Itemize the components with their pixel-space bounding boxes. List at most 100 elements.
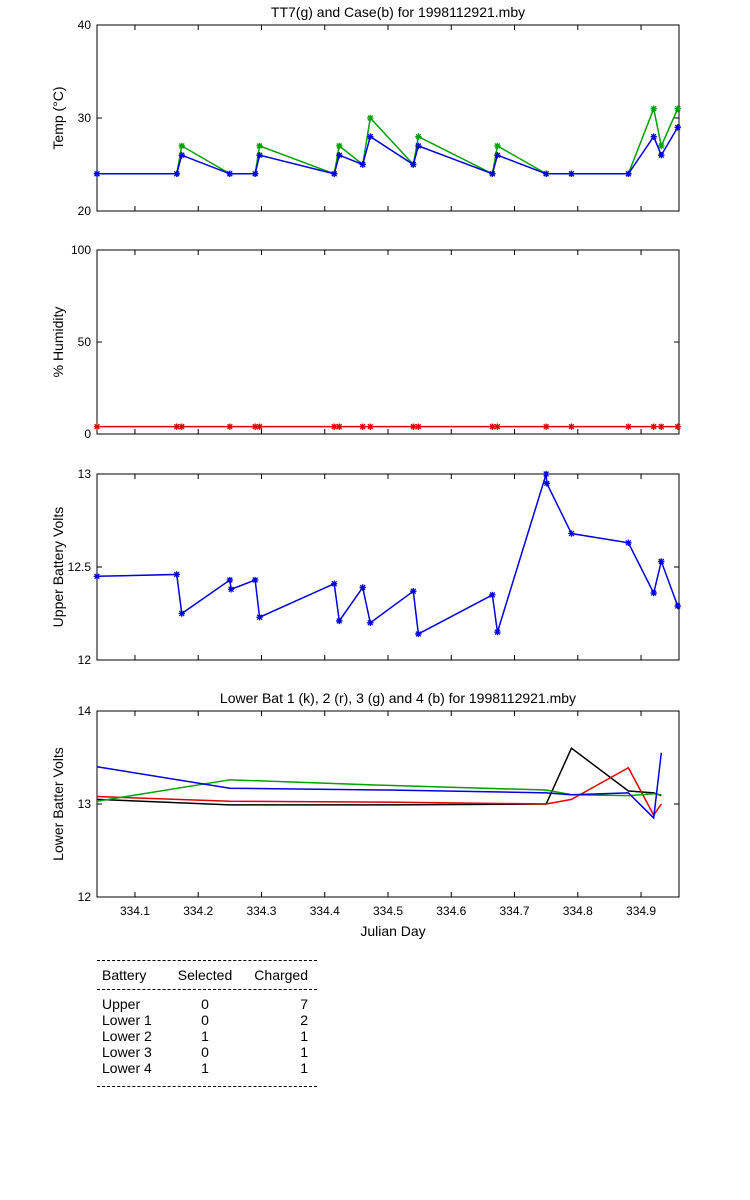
series-line <box>96 747 662 806</box>
x-tick-label: 334.5 <box>373 904 403 918</box>
y-tick-label: 50 <box>78 335 92 349</box>
data-point <box>625 539 632 547</box>
data-point <box>226 423 234 430</box>
data-point <box>658 558 665 565</box>
table-row: Upper 0 7 <box>97 996 317 1012</box>
y-tick-label: 0 <box>84 427 91 441</box>
x-tick-label: 334.1 <box>120 904 150 918</box>
cell-selected: 0 <box>201 996 209 1012</box>
cell-charged: 1 <box>300 1060 308 1076</box>
cell-battery: Lower 3 <box>102 1044 152 1060</box>
series-line <box>97 106 679 175</box>
data-point <box>674 105 681 112</box>
data-point <box>336 617 343 625</box>
data-point <box>256 142 263 150</box>
x-tick-label: 334.8 <box>563 904 593 918</box>
data-point <box>494 423 501 430</box>
series-lower-2 <box>96 766 662 817</box>
data-point <box>367 133 374 140</box>
series-line <box>96 752 663 820</box>
data-point <box>331 580 338 587</box>
data-point <box>173 423 180 430</box>
y-axis-label: Lower Batter Volts <box>50 747 66 861</box>
data-point <box>226 576 234 584</box>
data-point <box>568 423 575 430</box>
panel-upper: 12 12.5 13 Upper Battery Volts <box>50 467 681 667</box>
y-tick-label: 12 <box>78 653 92 667</box>
table-header-row: Battery Selected Charged <box>97 961 317 989</box>
data-point <box>93 423 101 430</box>
header-selected: Selected <box>177 967 233 983</box>
y-axis-label: % Humidity <box>50 307 66 378</box>
x-tick-label: 334.3 <box>246 904 276 918</box>
x-tick-label: 334.2 <box>183 904 213 918</box>
table-bottom-rule <box>97 1086 317 1087</box>
data-point <box>494 142 501 150</box>
cell-battery: Lower 4 <box>102 1060 152 1076</box>
y-tick-label: 13 <box>78 797 92 811</box>
data-point <box>256 423 263 430</box>
plot-frame <box>96 473 680 661</box>
data-point <box>674 124 681 131</box>
data-point <box>331 170 338 177</box>
plot-frame <box>96 710 680 898</box>
data-point <box>674 602 681 610</box>
data-point <box>178 610 185 617</box>
data-point <box>415 630 422 638</box>
data-point <box>543 480 550 487</box>
table-header-rule <box>97 989 317 990</box>
data-point <box>658 423 665 430</box>
data-point <box>494 628 501 636</box>
x-axis-label: Julian Day <box>360 923 425 939</box>
data-point <box>178 423 185 430</box>
data-point <box>251 170 259 177</box>
y-axis-label: Temp (°C) <box>50 86 66 149</box>
chart-title: TT7(g) and Case(b) for 1998112921.mby <box>271 4 525 20</box>
cell-selected: 1 <box>201 1028 209 1044</box>
series-tt7 <box>93 105 681 177</box>
battery-table: Battery Selected Charged Upper 0 7 Lower… <box>97 960 317 1087</box>
data-point <box>415 133 422 140</box>
cell-charged: 1 <box>300 1044 308 1060</box>
data-point <box>178 142 185 150</box>
y-tick-label: 100 <box>71 243 91 257</box>
data-point <box>650 133 657 140</box>
series-humidity <box>93 423 681 430</box>
data-point <box>359 584 366 591</box>
y-tick-label: 30 <box>78 111 92 125</box>
data-point <box>494 152 501 159</box>
data-point <box>359 423 366 430</box>
series-line <box>96 766 662 817</box>
data-point <box>367 619 374 626</box>
data-point <box>568 530 575 537</box>
cell-selected: 0 <box>201 1012 209 1028</box>
data-point <box>336 142 343 150</box>
series-line <box>97 126 679 175</box>
data-point <box>568 170 575 177</box>
cell-battery: Lower 2 <box>102 1028 152 1044</box>
x-tick-label: 334.6 <box>436 904 466 918</box>
cell-charged: 2 <box>300 1012 308 1028</box>
data-point <box>227 586 235 593</box>
series-lower-3 <box>96 779 662 802</box>
data-point <box>178 152 185 159</box>
data-point <box>625 423 632 430</box>
data-point <box>410 423 417 430</box>
cell-selected: 0 <box>201 1044 209 1060</box>
panel-humidity: 0 50 100 % Humidity <box>50 243 681 441</box>
cell-charged: 7 <box>300 996 308 1012</box>
data-point <box>674 423 681 430</box>
data-point <box>359 161 366 168</box>
data-point <box>650 423 657 430</box>
series-case <box>93 124 681 177</box>
series-lower-1 <box>96 747 662 806</box>
chart-title: Lower Bat 1 (k), 2 (r), 3 (g) and 4 (b) … <box>220 690 576 706</box>
data-point <box>489 423 496 430</box>
y-tick-label: 14 <box>78 704 92 718</box>
data-point <box>367 114 374 122</box>
data-point <box>658 152 665 159</box>
cell-selected: 1 <box>201 1060 209 1076</box>
table-row: Lower 3 0 1 <box>97 1044 317 1060</box>
cell-battery: Lower 1 <box>102 1012 152 1028</box>
cell-charged: 1 <box>300 1028 308 1044</box>
